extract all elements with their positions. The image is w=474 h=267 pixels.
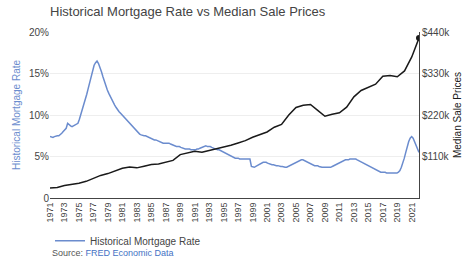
svg-text:Historical Mortgage Rate vs Me: Historical Mortgage Rate vs Median Sale …	[50, 4, 326, 19]
svg-text:$330k: $330k	[422, 68, 450, 79]
svg-text:Historical Mortgage Rate: Historical Mortgage Rate	[90, 236, 200, 247]
svg-text:2011: 2011	[334, 203, 344, 222]
svg-text:$220k: $220k	[422, 110, 450, 121]
svg-text:$110k: $110k	[422, 151, 450, 162]
svg-text:2003: 2003	[276, 203, 286, 223]
svg-text:1985: 1985	[146, 203, 156, 223]
svg-text:10%: 10%	[29, 110, 49, 121]
svg-text:1987: 1987	[161, 203, 171, 223]
svg-text:20%: 20%	[29, 27, 49, 38]
svg-text:1977: 1977	[88, 203, 98, 223]
svg-text:Historical Mortgage Rate: Historical Mortgage Rate	[11, 60, 22, 170]
svg-text:5%: 5%	[35, 151, 50, 162]
svg-text:2009: 2009	[320, 203, 330, 223]
svg-text:1979: 1979	[103, 203, 113, 223]
svg-text:2015: 2015	[363, 203, 373, 223]
svg-text:2005: 2005	[291, 203, 301, 223]
svg-text:1993: 1993	[204, 203, 214, 223]
svg-text:$440k: $440k	[422, 27, 450, 38]
svg-text:2021: 2021	[407, 203, 417, 223]
svg-text:1995: 1995	[219, 203, 229, 223]
svg-text:2019: 2019	[392, 203, 402, 223]
svg-text:2001: 2001	[262, 203, 272, 223]
svg-text:1991: 1991	[190, 203, 200, 223]
svg-text:2013: 2013	[349, 203, 359, 223]
svg-text:2007: 2007	[305, 203, 315, 223]
svg-text:1983: 1983	[132, 203, 142, 223]
svg-text:Median Sale Prices: Median Sale Prices	[452, 72, 463, 158]
svg-text:1975: 1975	[74, 203, 84, 223]
svg-text:1997: 1997	[233, 203, 243, 223]
svg-text:1973: 1973	[59, 203, 69, 223]
svg-text:1981: 1981	[117, 203, 127, 223]
svg-text:0: 0	[43, 193, 49, 204]
svg-text:Source: FRED Economic Data: Source: FRED Economic Data	[52, 248, 174, 258]
svg-text:1971: 1971	[45, 203, 55, 223]
svg-text:1999: 1999	[248, 203, 258, 223]
svg-text:2017: 2017	[378, 203, 388, 223]
svg-text:1989: 1989	[175, 203, 185, 223]
svg-text:15%: 15%	[29, 68, 49, 79]
